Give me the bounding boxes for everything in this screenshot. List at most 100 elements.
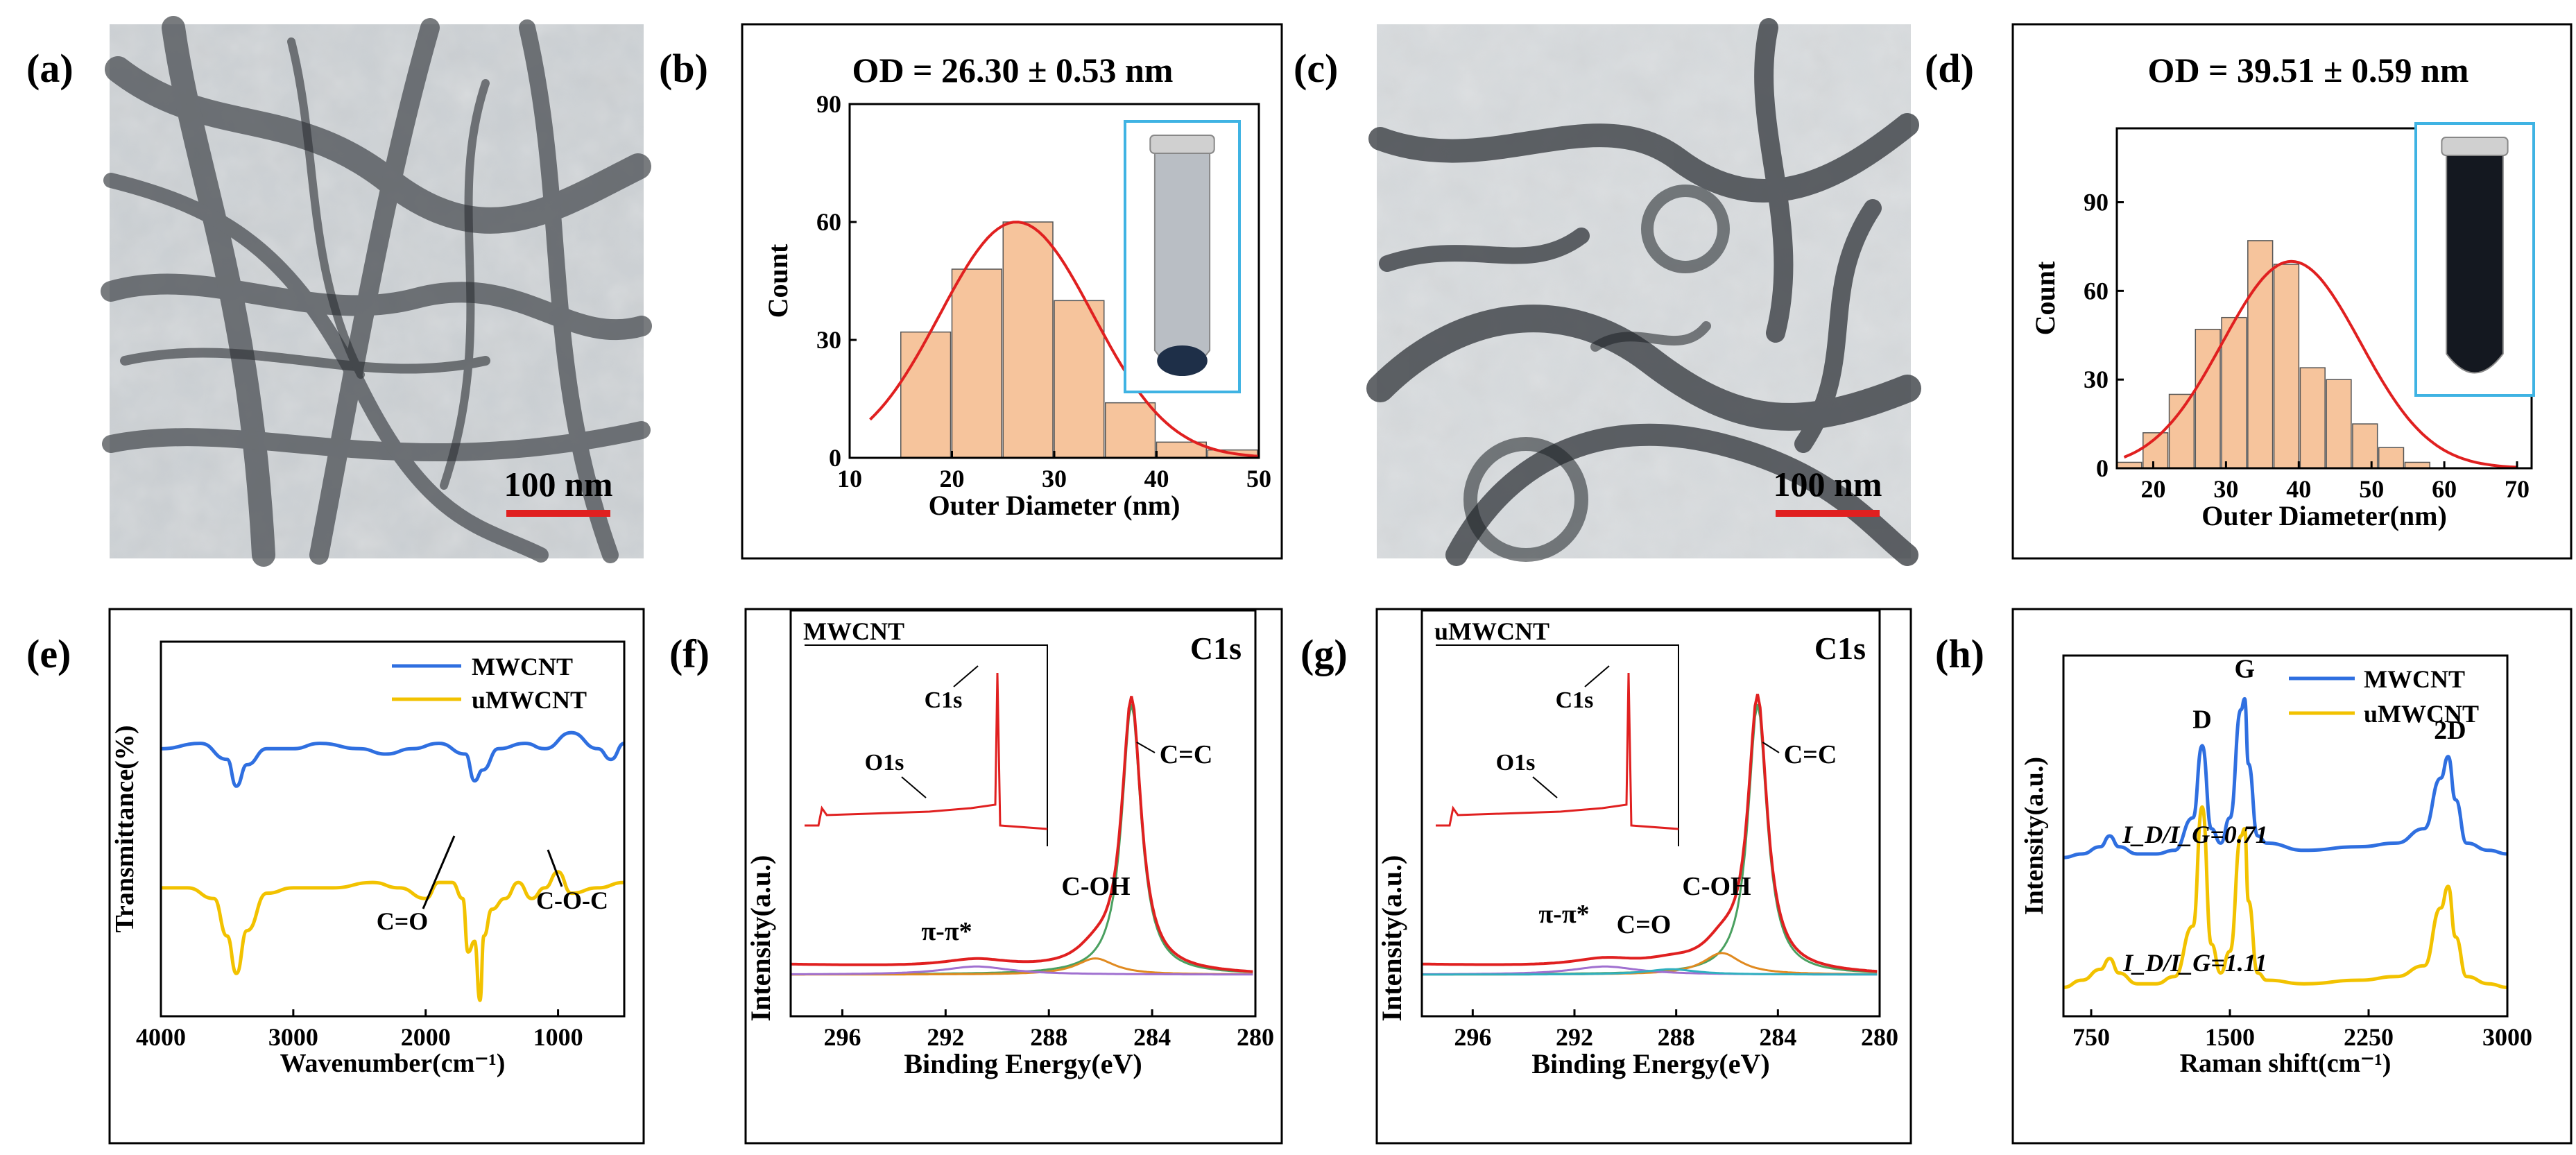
annotation-2d-band: 2D [2434, 716, 2466, 745]
ftir-series-line [161, 870, 625, 1002]
annotation-c-eq-c: C=C [1160, 740, 1213, 769]
panel-frame-d [2011, 23, 2573, 560]
y-axis-label-e: Transmittance(%) [110, 725, 139, 932]
vial-body [1153, 153, 1211, 370]
x-tick-label-g: 296 [1454, 1023, 1491, 1051]
chart-g: 296 292 288 284 280 Binding Energy(eV) Intensi… [1376, 609, 1898, 1079]
annotation-leader [1584, 665, 1610, 687]
panel-label-d: (d) [1925, 46, 1974, 91]
histogram-bar [900, 331, 952, 459]
inset-label-c1s: C1s [925, 687, 963, 713]
panel-frame-b [741, 23, 1283, 560]
x-tick-label-g: 284 [1759, 1023, 1796, 1051]
y-tick-label-d: 60 [2084, 277, 2109, 305]
x-axis-label-e: Wavenumber(cm⁻¹) [280, 1049, 506, 1078]
histogram-bar [2378, 447, 2405, 469]
x-tick-label-d: 50 [2359, 475, 2384, 503]
gaussian-fit-curve [869, 221, 1260, 458]
x-tick-label-d: 70 [2505, 475, 2530, 503]
x-axis-label-f: Binding Energy(eV) [904, 1048, 1142, 1079]
x-axis-label-b: Outer Diameter (nm) [929, 490, 1180, 521]
scale-bar-a [506, 510, 610, 517]
chart-title-d: OD = 39.51 ± 0.59 nm [2148, 51, 2469, 89]
vial-cap [2441, 137, 2509, 156]
histogram-bar [1105, 402, 1156, 459]
y-axis-label-b: Count [762, 243, 793, 318]
histogram-bar [951, 268, 1002, 459]
annotation-leader [547, 849, 563, 887]
annotation-c-eq-c: C=C [1784, 740, 1837, 769]
x-tick-label-b: 20 [940, 465, 965, 493]
panel-label-a: (a) [26, 46, 74, 91]
y-axis-label-h: Intensity(a.u.) [2020, 757, 2049, 915]
annotation-leader [422, 835, 456, 909]
inset-label-c1s: C1s [1556, 687, 1594, 713]
tem-image-c: 100 nm [1366, 18, 1921, 566]
x-tick-label-d: 40 [2286, 475, 2311, 503]
x-tick-label-e: 4000 [136, 1023, 186, 1051]
annotation-c-eq-o: C=O [1617, 910, 1672, 939]
annotation-id-ig-umwcnt: I_D/I_G=1.11 [2122, 949, 2267, 977]
panel-frame-g [1375, 608, 1912, 1145]
x-tick-label-f: 292 [927, 1023, 964, 1051]
chart-f: 296 292 288 284 280 Binding Energy(eV) Intensi… [745, 609, 1274, 1079]
y-tick-label-b: 90 [816, 90, 841, 118]
histogram-bar [1054, 300, 1105, 459]
x-tick-label-f: 296 [823, 1023, 861, 1051]
x-tick-label-b: 30 [1042, 465, 1067, 493]
x-tick-label-b: 40 [1144, 465, 1169, 493]
xps-envelope [790, 696, 1253, 973]
vial-body [2446, 155, 2504, 374]
ftir-series-line [160, 730, 625, 788]
tem-image-a: 100 nm [101, 16, 652, 567]
annotation-leader [1762, 742, 1780, 753]
inset-title-f: MWCNT [803, 617, 904, 645]
histogram-bar [2247, 240, 2274, 469]
chart-title-b: OD = 26.30 ± 0.53 nm [852, 51, 1174, 89]
pi-pi-component [791, 965, 1253, 976]
annotation-g-band: G [2235, 655, 2256, 684]
annotation-id-ig-mwcnt: I_D/I_G=0.71 [2122, 821, 2268, 848]
histogram-bar [2195, 328, 2221, 469]
inset-label-o1s: O1s [1496, 750, 1536, 776]
annotation-leader [953, 665, 979, 687]
x-axis-label-h: Raman shift(cm⁻¹) [2180, 1049, 2392, 1078]
annotation-c-oh: C-OH [1061, 872, 1130, 901]
scale-bar-label-a: 100 nm [504, 465, 613, 504]
chart-b: 10 20 30 40 50 0 30 60 90 Outer Diameter (nm) Coun… [762, 51, 1271, 521]
panel-label-g: (g) [1300, 631, 1348, 676]
histogram-bar [2299, 367, 2326, 469]
y-axis-label-d: Count [2029, 261, 2061, 335]
annotation-pi-pi: π-π* [921, 917, 972, 946]
y-tick-label-b: 60 [816, 208, 841, 236]
x-tick-label-b: 50 [1246, 465, 1271, 493]
scale-bar-label-c: 100 nm [1774, 465, 1882, 504]
inset-title-g: uMWCNT [1434, 617, 1549, 645]
histogram-bar [2273, 264, 2300, 469]
plot-area-h [2062, 654, 2509, 1018]
annotation-leader [1532, 776, 1558, 798]
annotation-c-oh: C-OH [1682, 872, 1751, 901]
x-tick-label-h: 2250 [2344, 1023, 2394, 1051]
x-axis-label-d: Outer Diameter(nm) [2201, 500, 2447, 531]
chart-e: 4000 3000 2000 1000 Wavenumber(cm⁻¹) Transmit… [110, 640, 626, 1078]
panel-label-h: (h) [1935, 631, 1984, 676]
xps-envelope [1422, 694, 1878, 973]
annotation-leader [1136, 742, 1156, 753]
raman-series-line [2063, 805, 2508, 989]
annotation-pi-pi: π-π* [1538, 900, 1589, 929]
x-tick-label-d: 30 [2213, 475, 2238, 503]
y-tick-label-b: 30 [816, 326, 841, 354]
histogram-bar [2352, 423, 2378, 469]
survey-spectrum [1436, 672, 1679, 830]
inset-label-o1s: O1s [865, 750, 904, 776]
peak-label-g: C1s [1814, 631, 1866, 666]
x-tick-label-h: 750 [2072, 1023, 2110, 1051]
histogram-bar [2168, 393, 2195, 469]
y-axis-label-f: Intensity(a.u.) [745, 855, 776, 1021]
plot-area-e [160, 640, 626, 1018]
chart-h: 750 1500 2250 3000 Raman shift(cm⁻¹) Intensit… [2020, 654, 2532, 1078]
y-tick-label-d: 30 [2084, 366, 2109, 393]
chart-d: 20 30 40 50 60 70 0 30 60 90 Outer Diameter(nm) Cou… [2029, 51, 2535, 531]
